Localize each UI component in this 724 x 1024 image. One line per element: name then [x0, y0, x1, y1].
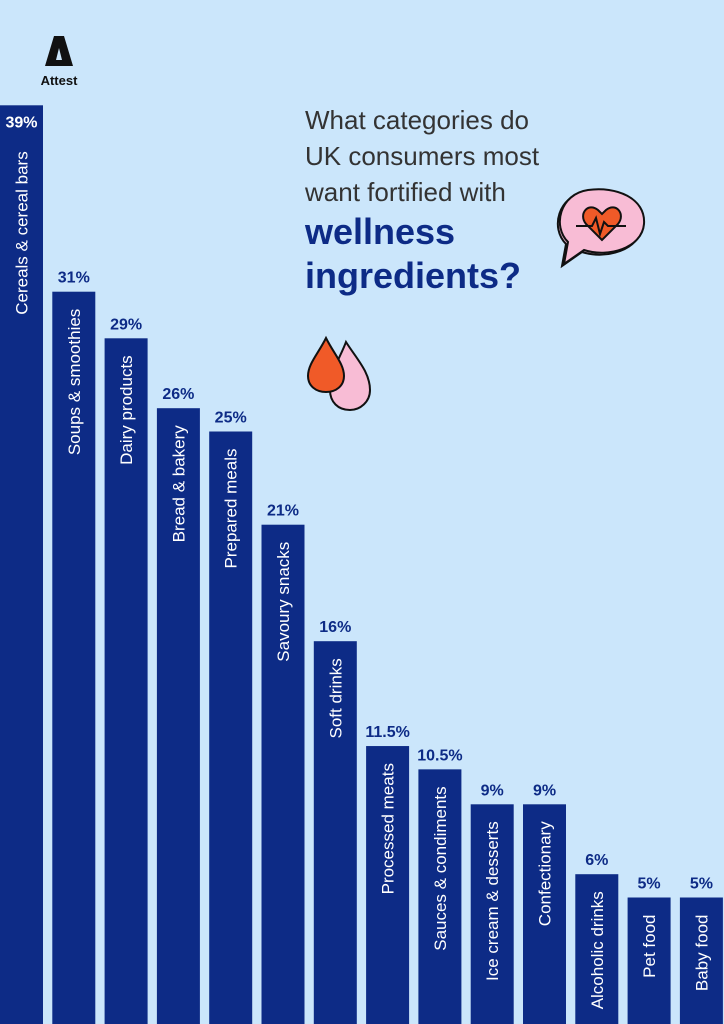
title-emphasis: wellness [305, 211, 456, 252]
bar [523, 804, 566, 1024]
droplets-icon [306, 335, 372, 412]
category-label: Ice cream & desserts [483, 821, 502, 981]
category-label: Confectionary [536, 821, 555, 926]
value-label: 29% [110, 316, 142, 333]
bar [0, 105, 43, 1024]
bar [418, 769, 462, 1024]
category-label: Alcoholic drinks [588, 891, 607, 1009]
attest-logo: Attest [34, 36, 84, 88]
heart-speech-bubble-icon [556, 188, 646, 269]
value-label: 39% [5, 114, 37, 131]
value-label: 9% [533, 782, 556, 799]
value-label: 10.5% [417, 747, 462, 764]
category-label: Savoury snacks [274, 542, 293, 662]
category-label: Soft drinks [326, 658, 345, 738]
value-label: 5% [638, 876, 661, 893]
value-label: 16% [319, 619, 351, 636]
bar [104, 338, 148, 1024]
category-label: Processed meats [379, 763, 398, 894]
value-label: 11.5% [365, 724, 409, 741]
value-label: 5% [690, 876, 713, 893]
title-line: What categories do [305, 105, 530, 135]
bar [52, 291, 96, 1024]
bar [209, 431, 253, 1024]
attest-logo-icon [45, 36, 73, 66]
bar [261, 524, 305, 1024]
category-label: Prepared meals [222, 449, 241, 569]
category-label: Bread & bakery [169, 425, 188, 543]
category-label: Cereals & cereal bars [13, 151, 32, 314]
value-label: 26% [162, 386, 194, 403]
category-label: Sauces & condiments [431, 786, 450, 950]
title-emphasis: ingredients? [305, 255, 522, 296]
category-label: Baby food [692, 915, 711, 992]
value-label: 25% [215, 410, 247, 427]
bar [156, 408, 200, 1024]
bar [366, 746, 410, 1024]
value-label: 9% [481, 782, 504, 799]
chart-title: What categories do UK consumers most wan… [305, 102, 605, 298]
category-label: Soups & smoothies [65, 309, 84, 455]
value-label: 31% [58, 270, 90, 287]
bar [679, 897, 723, 1024]
value-label: 6% [585, 852, 608, 869]
category-label: Dairy products [117, 355, 136, 465]
value-label: 21% [267, 503, 299, 520]
bar [313, 641, 357, 1024]
bar [470, 804, 514, 1024]
brand-name: Attest [40, 73, 78, 88]
title-line: want fortified with [305, 177, 506, 207]
bar [575, 874, 619, 1024]
bar [627, 897, 671, 1024]
category-label: Pet food [640, 915, 659, 978]
title-line: UK consumers most [305, 141, 540, 171]
